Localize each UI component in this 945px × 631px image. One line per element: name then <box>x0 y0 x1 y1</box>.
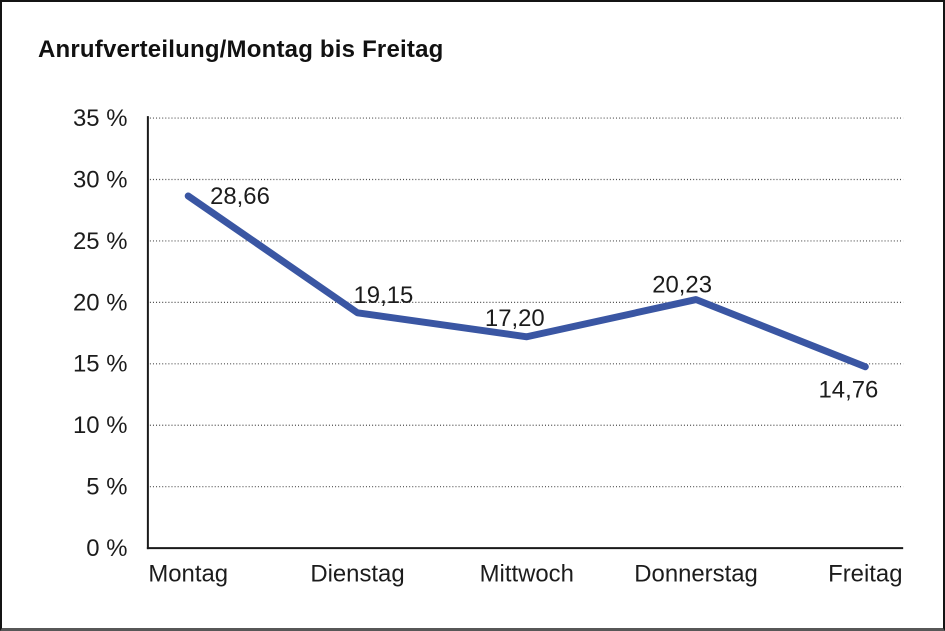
y-tick-label: 35 % <box>73 105 127 132</box>
data-point-label: 14,76 <box>819 377 879 404</box>
x-category-label: Dienstag <box>310 560 404 587</box>
data-point-label: 19,15 <box>354 282 414 309</box>
x-category-label: Mittwoch <box>480 560 574 587</box>
data-point-label: 20,23 <box>652 272 712 299</box>
y-tick-label: 0 % <box>86 535 127 562</box>
data-line <box>184 192 869 371</box>
data-point-label: 28,66 <box>210 183 270 210</box>
y-tick-label: 25 % <box>73 228 127 255</box>
x-category-label: Montag <box>148 560 228 587</box>
x-category-label: Donnerstag <box>634 560 758 587</box>
data-point-label: 17,20 <box>485 305 545 332</box>
y-tick-label: 5 % <box>86 474 127 501</box>
y-tick-label: 20 % <box>73 289 127 316</box>
y-tick-label: 15 % <box>73 351 127 378</box>
x-category-label: Freitag <box>828 560 902 587</box>
y-tick-label: 30 % <box>73 166 127 193</box>
chart-title: Anrufverteilung/Montag bis Freitag <box>38 36 444 63</box>
y-tick-label: 10 % <box>73 412 127 439</box>
